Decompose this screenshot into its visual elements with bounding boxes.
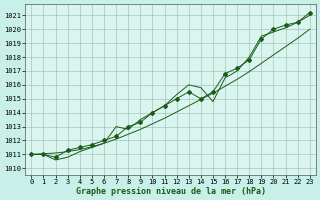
X-axis label: Graphe pression niveau de la mer (hPa): Graphe pression niveau de la mer (hPa): [76, 187, 266, 196]
